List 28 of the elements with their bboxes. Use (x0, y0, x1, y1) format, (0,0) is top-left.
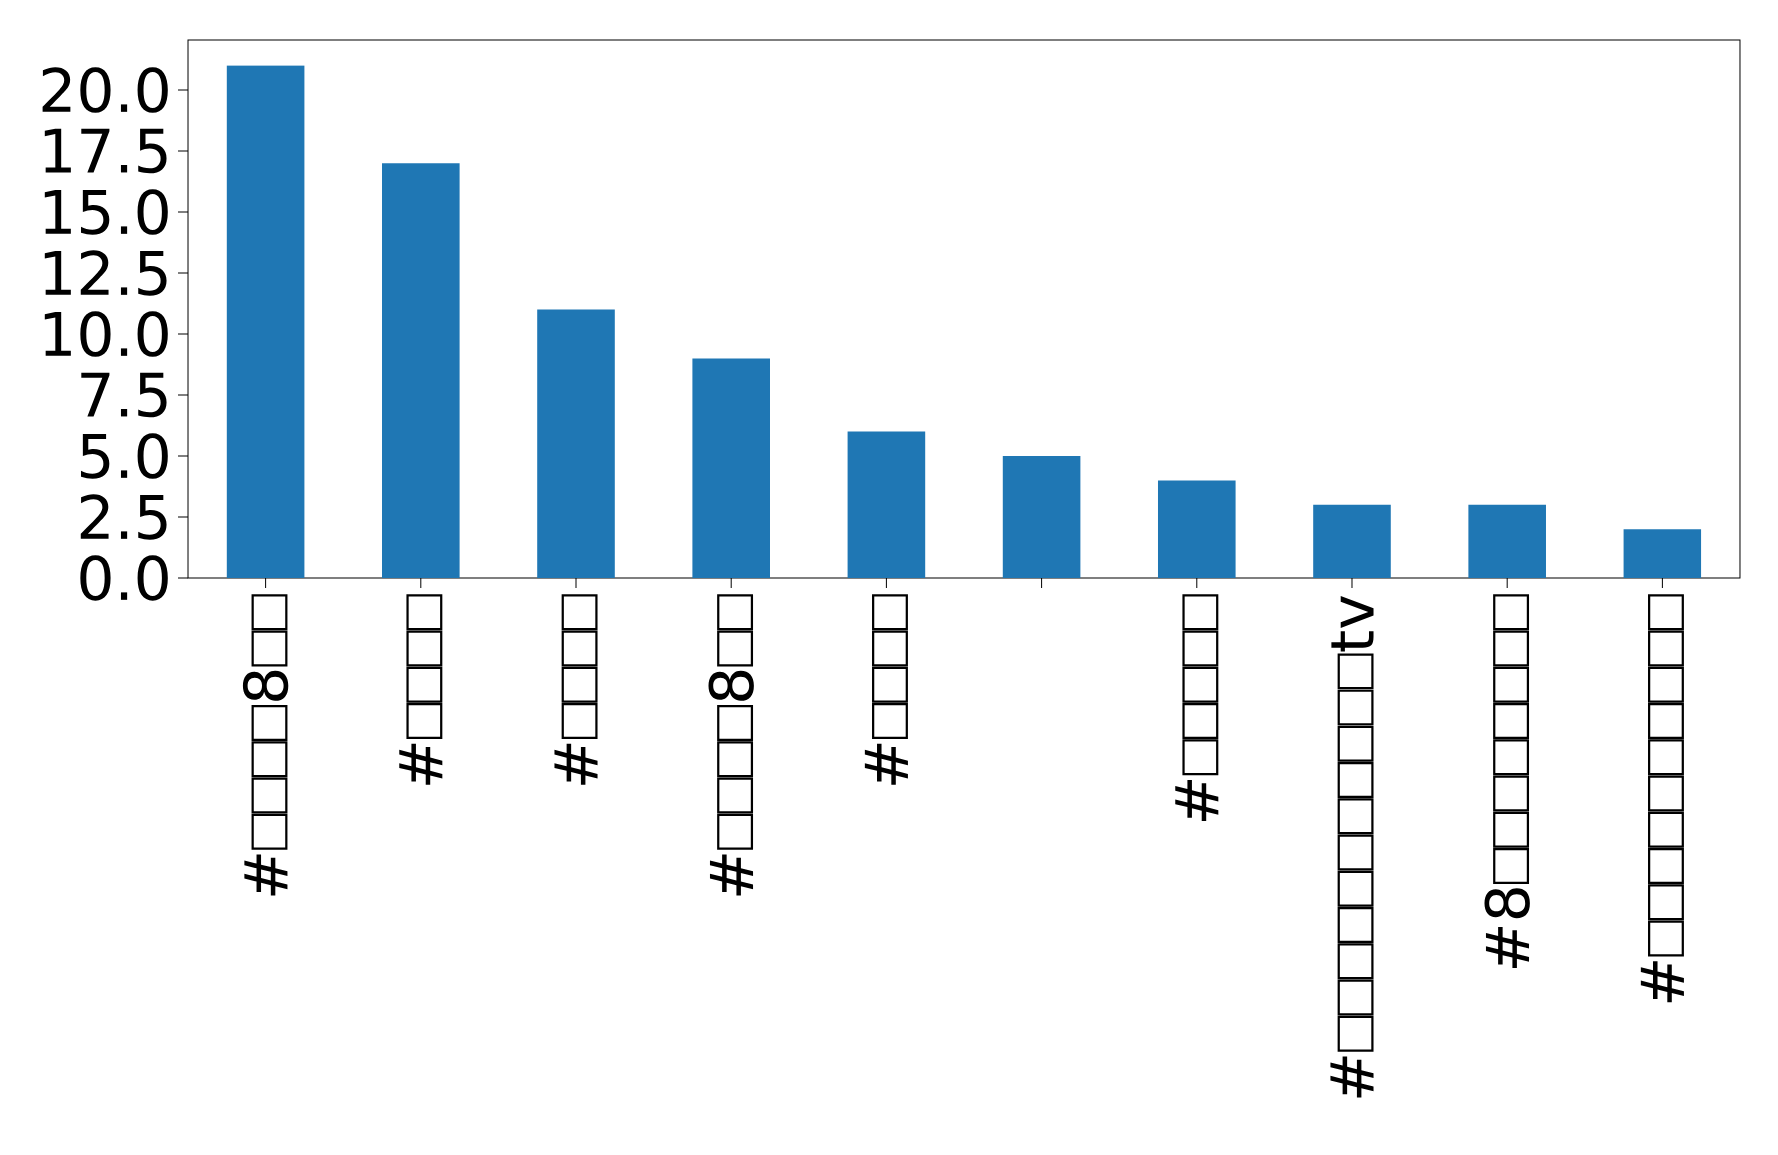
x-tick-label: #□□□□□ (1175, 594, 1219, 822)
bar (1002, 455, 1081, 578)
y-tick-label: 2.5 (80, 494, 167, 540)
y-tick-label: 15.0 (44, 189, 168, 235)
y-tick-label: 5.0 (81, 433, 168, 479)
y-tick-label: 17.5 (44, 128, 167, 174)
y-tick-label: 0.0 (80, 555, 168, 601)
x-tick-label: #□□□□8□□ (242, 594, 289, 896)
y-tick-label: 20.0 (42, 67, 168, 113)
bar (1313, 504, 1391, 578)
bar (847, 431, 926, 578)
y-tick-label: 10.0 (44, 311, 168, 357)
x-tick-label: #□□□□ (554, 594, 598, 785)
y-tick-label: 12.5 (44, 250, 167, 296)
x-tick-label: #□□□□□□□□□□□tv (1330, 595, 1374, 1098)
x-tick-label: #□□□□□□□□□□ (1640, 594, 1684, 1003)
bar (226, 65, 305, 578)
bar (537, 309, 615, 578)
bar (692, 358, 770, 578)
bar (1468, 504, 1546, 578)
bar (1157, 480, 1236, 578)
x-tick-label: #□□□□8□□ (708, 594, 754, 896)
x-tick-label: #□□□□ (864, 594, 908, 785)
x-tick-label: #□□□□ (399, 594, 443, 785)
bar (1623, 529, 1702, 578)
bar (382, 163, 460, 578)
y-tick-label: 7.5 (81, 372, 167, 418)
x-tick-label: #8□□□□□□□□ (1484, 594, 1530, 968)
